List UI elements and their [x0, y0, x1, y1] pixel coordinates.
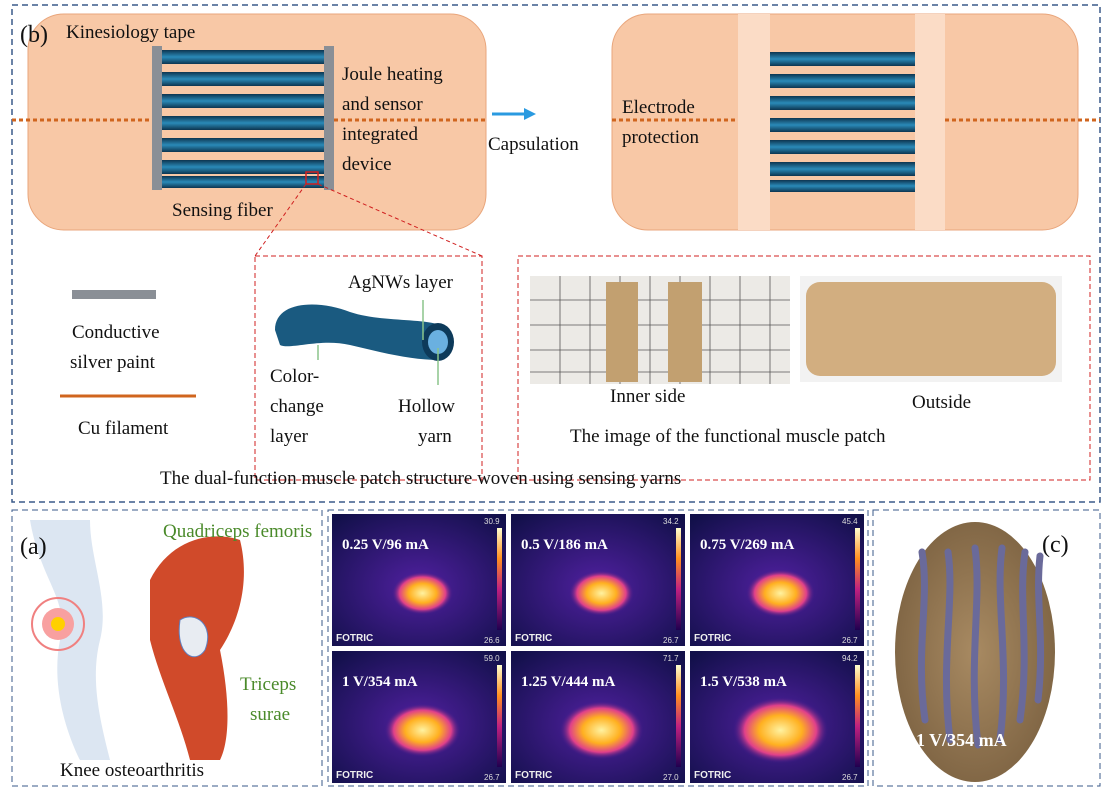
color-scale-bar — [855, 665, 860, 767]
panel-a-label: (a) — [20, 534, 47, 560]
thermal-label: 0.25 V/96 mA — [342, 537, 429, 553]
legend-silver: silver paint — [70, 352, 156, 373]
brand-logo: FOTRIC — [694, 633, 731, 644]
thermal-label: 0.5 V/186 mA — [521, 537, 608, 553]
triceps-label: Triceps — [240, 674, 296, 695]
electrode-label: Electrode — [622, 97, 695, 118]
thermal-image: 0.75 V/269 mA 45.4 26.7 FOTRIC — [690, 514, 864, 646]
agnws-label: AgNWs layer — [348, 272, 454, 293]
thermal-label: 1.25 V/444 mA — [521, 674, 615, 690]
color-scale-bar — [855, 528, 860, 630]
sensing-fiber-stripes — [162, 50, 324, 188]
min-temp: 26.7 — [663, 636, 679, 645]
legend-silver: Conductive — [72, 322, 160, 343]
max-temp: 94.2 — [842, 654, 858, 663]
electrode-protection-right — [915, 14, 945, 230]
photo-caption: The image of the functional muscle patch — [570, 426, 886, 447]
capsulation-label: Capsulation — [488, 134, 579, 155]
min-temp: 26.7 — [484, 773, 500, 782]
outside-photo — [800, 276, 1062, 382]
brand-logo: FOTRIC — [515, 770, 552, 781]
thermal-image: 0.25 V/96 mA 30.9 26.6 FOTRIC — [332, 514, 506, 646]
min-temp: 26.6 — [484, 636, 500, 645]
device-label: integrated — [342, 124, 418, 145]
silver-paint-left — [152, 46, 162, 190]
max-temp: 59.0 — [484, 654, 500, 663]
max-temp: 71.7 — [663, 654, 679, 663]
device-label: and sensor — [342, 94, 423, 115]
panel-c-value: 1 V/354 mA — [916, 730, 1007, 750]
panel-a-caption: Knee osteoarthritis — [60, 760, 204, 781]
zoom-marker — [305, 171, 319, 185]
device-label: Joule heating — [342, 64, 443, 85]
triceps-label: surae — [250, 704, 290, 725]
knee-illustration — [30, 520, 244, 760]
sensing-fiber-label: Sensing fiber — [172, 200, 273, 221]
device-label: device — [342, 154, 392, 175]
color-change-label: layer — [270, 426, 309, 447]
hollow-yarn-label: yarn — [418, 426, 452, 447]
photo-box — [517, 255, 1091, 481]
color-change-label: change — [270, 396, 324, 417]
panel-c: (c) 1 V/354 mA — [872, 509, 1101, 787]
electrode-label: protection — [622, 127, 700, 148]
panel-a: (a) Quadriceps femoris Triceps surae Kne… — [11, 509, 323, 787]
color-change-label: Color- — [270, 366, 319, 387]
hollow-yarn-label: Hollow — [398, 396, 455, 417]
min-temp: 26.7 — [842, 636, 858, 645]
color-scale-bar — [497, 528, 502, 630]
thermal-image: 0.5 V/186 mA 34.2 26.7 FOTRIC — [511, 514, 685, 646]
inner-side-photo — [530, 276, 790, 384]
legend-cu: Cu filament — [78, 418, 169, 439]
panel-b-caption: The dual-function muscle patch structure… — [160, 468, 681, 489]
brand-logo: FOTRIC — [694, 770, 731, 781]
thermal-label: 0.75 V/269 mA — [700, 537, 794, 553]
electrode-protection-left — [738, 14, 770, 230]
panel-b: (b) Kinesiology tape Joule heating and s… — [11, 4, 1101, 503]
max-temp: 30.9 — [484, 517, 500, 526]
color-scale-bar — [497, 665, 502, 767]
thermal-label: 1 V/354 mA — [342, 674, 418, 690]
thermal-image: 1 V/354 mA 59.0 26.7 FOTRIC — [332, 651, 506, 783]
max-temp: 45.4 — [842, 517, 858, 526]
outside-label: Outside — [912, 392, 971, 413]
yarn-illustration — [275, 300, 454, 385]
silver-paint-legend-swatch — [72, 290, 156, 299]
min-temp: 27.0 — [663, 773, 679, 782]
encapsulated-stripes — [770, 52, 915, 192]
silver-paint-right — [324, 46, 334, 190]
thermal-image: 1.5 V/538 mA 94.2 26.7 FOTRIC — [690, 651, 864, 783]
max-temp: 34.2 — [663, 517, 679, 526]
brand-logo: FOTRIC — [336, 633, 373, 644]
quadriceps-label: Quadriceps femoris — [163, 521, 312, 542]
brand-logo: FOTRIC — [336, 770, 373, 781]
panel-b-border — [11, 4, 1101, 503]
heated-yarns — [917, 544, 1045, 749]
thermal-label: 1.5 V/538 mA — [700, 674, 787, 690]
brand-logo: FOTRIC — [515, 633, 552, 644]
inner-side-label: Inner side — [610, 386, 685, 407]
yarn-detail-box — [254, 255, 483, 481]
color-scale-bar — [676, 528, 681, 630]
tape-title: Kinesiology tape — [66, 22, 195, 43]
min-temp: 26.7 — [842, 773, 858, 782]
color-scale-bar — [676, 665, 681, 767]
panel-c-label: (c) — [1042, 532, 1069, 558]
panel-b-label: (b) — [20, 22, 48, 48]
thermal-images: 0.25 V/96 mA 30.9 26.6 FOTRIC 0.5 V/186 … — [332, 514, 864, 783]
thermal-image: 1.25 V/444 mA 71.7 27.0 FOTRIC — [511, 651, 685, 783]
arrow-icon — [492, 108, 536, 120]
